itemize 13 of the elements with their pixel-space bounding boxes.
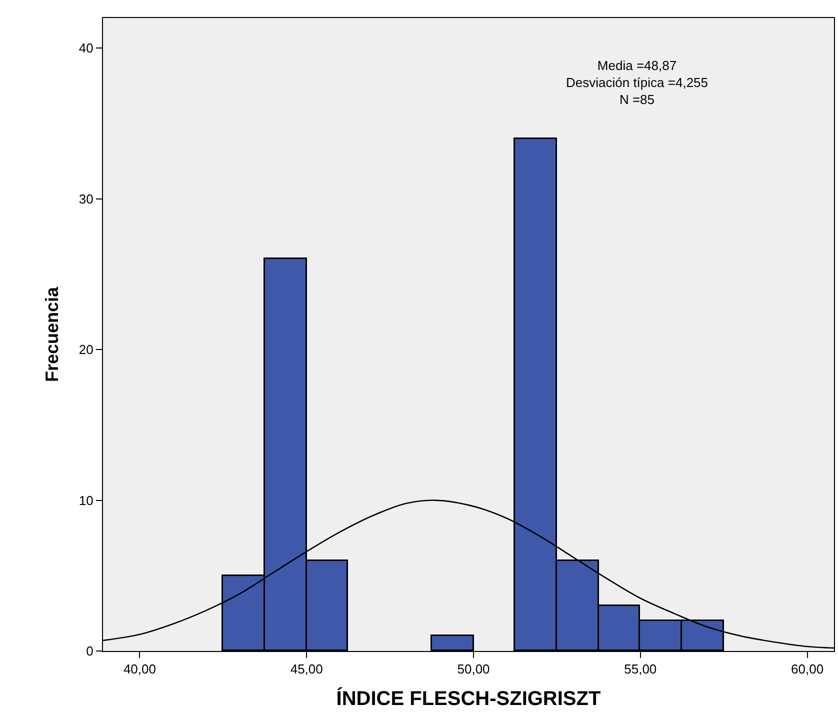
y-tick-label: 0 <box>86 644 94 659</box>
y-tick-label: 40 <box>78 40 94 56</box>
x-axis-title: ÍNDICE FLESCH-SZIGRISZT <box>336 687 601 710</box>
annotation: Media =48,87 Desviación típica =4,255 N =85 <box>566 58 708 107</box>
x-tick-label: 60,00 <box>791 662 824 677</box>
y-axis-title: Frecuencia <box>42 286 62 382</box>
x-tick-label: 50,00 <box>457 662 490 677</box>
y-tick-label: 10 <box>78 492 94 508</box>
x-tick-label: 55,00 <box>624 662 657 677</box>
x-tick-label: 40,00 <box>123 662 156 677</box>
y-tick-label: 20 <box>78 342 94 358</box>
x-tick-label: 45,00 <box>290 662 323 677</box>
y-tick-label: 30 <box>78 191 94 206</box>
